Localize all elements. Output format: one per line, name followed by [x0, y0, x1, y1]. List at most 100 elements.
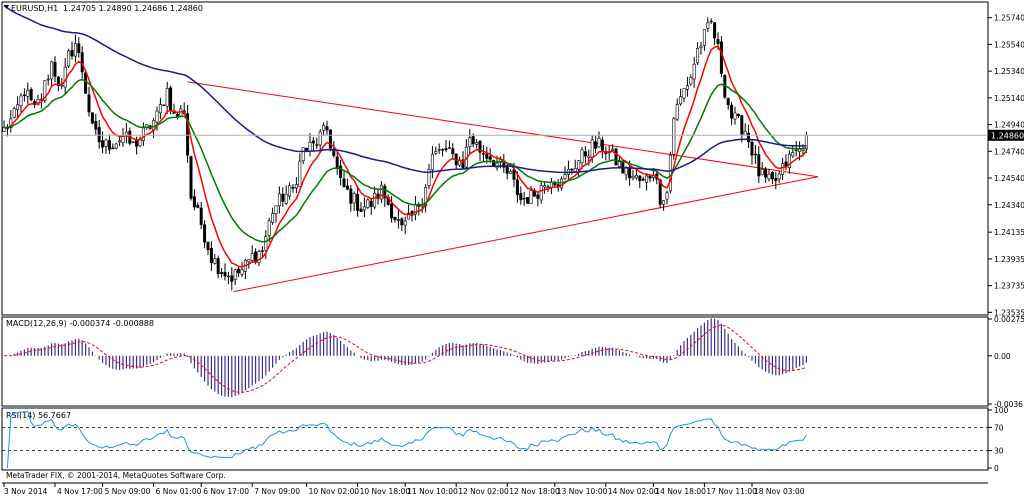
- candle[interactable]: [536, 192, 540, 207]
- candle[interactable]: [213, 254, 217, 265]
- candle[interactable]: [216, 255, 220, 279]
- candle[interactable]: [111, 143, 115, 150]
- collapse-arrow-icon[interactable]: [4, 5, 9, 9]
- candle[interactable]: [685, 76, 689, 97]
- candle[interactable]: [107, 134, 111, 155]
- candle[interactable]: [77, 37, 81, 58]
- candle[interactable]: [315, 137, 319, 149]
- candle[interactable]: [777, 170, 781, 184]
- candle[interactable]: [339, 159, 343, 186]
- candle[interactable]: [233, 268, 237, 286]
- candle[interactable]: [250, 245, 254, 263]
- candle[interactable]: [294, 177, 298, 194]
- candle[interactable]: [750, 139, 754, 165]
- candle[interactable]: [118, 137, 122, 147]
- candle[interactable]: [733, 106, 737, 125]
- candle[interactable]: [162, 104, 166, 107]
- candle[interactable]: [526, 197, 530, 204]
- candle[interactable]: [362, 197, 366, 218]
- candle[interactable]: [702, 29, 706, 51]
- candle[interactable]: [352, 191, 356, 211]
- candle[interactable]: [206, 241, 210, 255]
- candle[interactable]: [22, 88, 26, 102]
- candle[interactable]: [298, 153, 302, 187]
- candle[interactable]: [104, 138, 108, 154]
- candle[interactable]: [2, 120, 6, 132]
- candle[interactable]: [257, 249, 261, 267]
- candle[interactable]: [87, 86, 91, 117]
- candle[interactable]: [753, 145, 757, 164]
- candle[interactable]: [335, 151, 339, 175]
- candle[interactable]: [577, 160, 581, 178]
- candle[interactable]: [699, 41, 703, 55]
- candle[interactable]: [196, 202, 200, 209]
- candle[interactable]: [19, 92, 23, 114]
- candle[interactable]: [760, 162, 764, 176]
- candle[interactable]: [203, 220, 207, 249]
- candle[interactable]: [53, 56, 57, 83]
- candle[interactable]: [437, 143, 441, 154]
- candle[interactable]: [277, 186, 281, 214]
- candle[interactable]: [56, 75, 60, 92]
- candle[interactable]: [43, 80, 47, 103]
- candle[interactable]: [356, 185, 360, 217]
- candle[interactable]: [740, 114, 744, 143]
- candle[interactable]: [764, 166, 768, 183]
- candle[interactable]: [600, 136, 604, 159]
- candle[interactable]: [522, 191, 526, 206]
- candle[interactable]: [97, 120, 101, 149]
- candle[interactable]: [668, 151, 672, 194]
- candle[interactable]: [519, 186, 523, 205]
- candle[interactable]: [481, 145, 485, 162]
- candle[interactable]: [539, 180, 543, 204]
- candle[interactable]: [638, 175, 642, 189]
- candle[interactable]: [488, 148, 492, 163]
- candle[interactable]: [617, 157, 621, 169]
- candle[interactable]: [70, 41, 74, 60]
- candle[interactable]: [509, 169, 513, 174]
- candle[interactable]: [597, 131, 601, 149]
- candle[interactable]: [583, 146, 587, 164]
- candle[interactable]: [611, 144, 615, 151]
- candle[interactable]: [322, 122, 326, 136]
- candle[interactable]: [781, 157, 785, 180]
- candle[interactable]: [12, 106, 16, 119]
- candle[interactable]: [614, 147, 618, 166]
- candle[interactable]: [447, 140, 451, 150]
- candle[interactable]: [281, 187, 285, 207]
- candle[interactable]: [267, 217, 271, 243]
- candle[interactable]: [240, 261, 244, 277]
- candle[interactable]: [662, 200, 666, 211]
- candle[interactable]: [209, 241, 213, 271]
- candle[interactable]: [791, 145, 795, 158]
- candle[interactable]: [301, 147, 305, 165]
- candle[interactable]: [645, 173, 649, 191]
- candle[interactable]: [736, 113, 740, 119]
- candle[interactable]: [26, 82, 30, 105]
- candle[interactable]: [696, 42, 700, 65]
- candle[interactable]: [274, 205, 278, 223]
- candle[interactable]: [658, 178, 662, 209]
- candle[interactable]: [672, 116, 676, 160]
- candle[interactable]: [709, 18, 713, 25]
- candle[interactable]: [50, 60, 54, 87]
- candle[interactable]: [94, 113, 98, 135]
- candle[interactable]: [427, 163, 431, 190]
- candle[interactable]: [165, 81, 169, 114]
- candle[interactable]: [692, 56, 696, 88]
- candle[interactable]: [770, 171, 774, 185]
- candle[interactable]: [192, 189, 196, 211]
- candle[interactable]: [726, 97, 730, 110]
- candle[interactable]: [345, 178, 349, 191]
- candle[interactable]: [73, 34, 77, 63]
- candle[interactable]: [774, 171, 778, 190]
- candle[interactable]: [675, 98, 679, 122]
- candle[interactable]: [580, 146, 584, 169]
- candle[interactable]: [444, 139, 448, 153]
- candle[interactable]: [468, 128, 472, 154]
- candle[interactable]: [475, 139, 479, 149]
- candle[interactable]: [757, 146, 761, 183]
- candle[interactable]: [366, 198, 370, 210]
- candle[interactable]: [311, 136, 315, 152]
- candle[interactable]: [131, 141, 135, 144]
